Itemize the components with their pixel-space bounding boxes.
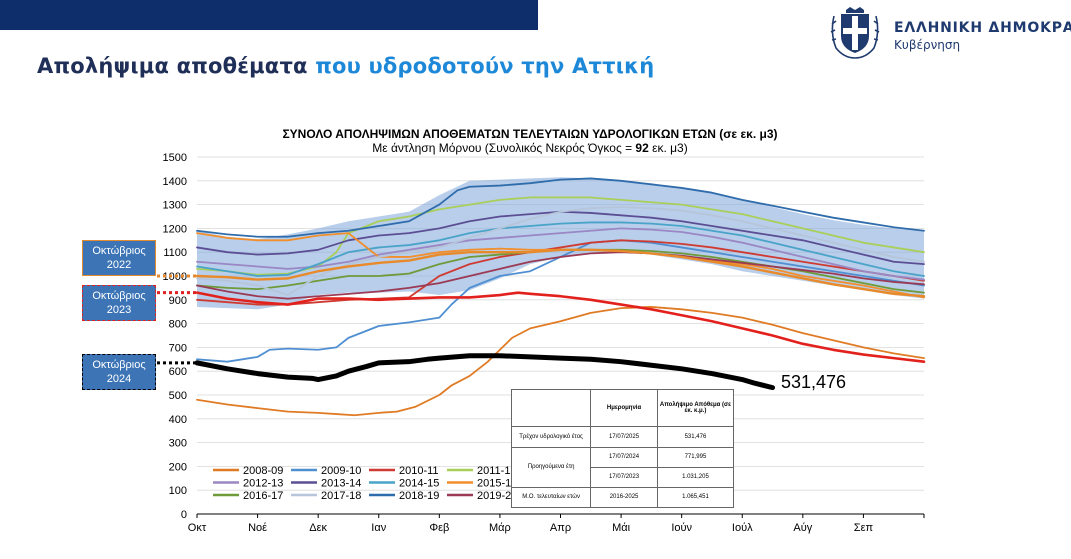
- legend-label-2013-14: 2013-14: [321, 478, 361, 490]
- october-2024-year: 2024: [106, 373, 132, 385]
- series-line-2024-25: [194, 353, 776, 391]
- page-title-part2: που υδροδοτούν την Αττική: [315, 54, 655, 78]
- table-cell-date: 2016-2025: [590, 486, 658, 509]
- october-2022-label: Οκτώβριος: [92, 245, 146, 257]
- legend-label-2009-10: 2009-10: [321, 465, 361, 477]
- legend-label-2017-18: 2017-18: [321, 490, 361, 502]
- chart-subtitle: Με άντληση Μόρνου (Συνολικός Νεκρός Όγκο…: [210, 141, 850, 155]
- series-line-2022-23: [195, 248, 926, 298]
- legend-label-2010-11: 2010-11: [399, 465, 439, 477]
- legend-label-2014-15: 2014-15: [399, 478, 439, 490]
- x-tick-label: Ιούν: [671, 522, 692, 534]
- top-banner: [0, 0, 538, 30]
- y-tick-label: 1000: [163, 271, 187, 283]
- y-tick-label: 0: [181, 509, 187, 521]
- table-header-value: Απολήψιμο Απόθεμα (σε εκ. κ.μ.): [656, 388, 735, 428]
- series-line-2019-20: [196, 251, 925, 300]
- y-tick-label: 700: [169, 342, 187, 354]
- series-line-2009-10: [196, 239, 925, 363]
- october-2022-year: 2022: [106, 259, 132, 271]
- table-row: 17/07/2023 1.031,205: [512, 466, 735, 488]
- summary-table: Ημερομηνία Απολήψιμο Απόθεμα (σε εκ. κ.μ…: [510, 388, 735, 509]
- chart-title: ΣΥΝΟΛΟ ΑΠΟΛΗΨΙΜΩΝ ΑΠΟΘΕΜΑΤΩΝ ΤΕΛΕΥΤΑΙΩΝ …: [282, 127, 778, 141]
- y-tick-label: 800: [169, 319, 187, 331]
- october-2023-year: 2023: [106, 304, 132, 316]
- legend-label-2018-19: 2018-19: [399, 490, 439, 502]
- october-2023-marker: Οκτώβριος 2023: [82, 285, 156, 321]
- table-cell-value: 771,995: [656, 446, 735, 468]
- y-tick-label: 1300: [163, 200, 187, 212]
- table-cell-value: 1.065,451: [656, 486, 735, 509]
- x-tick-label: Δεκ: [309, 522, 327, 534]
- series-line-2017-18: [196, 206, 925, 296]
- x-tick-label: Ιαν: [371, 522, 386, 534]
- x-tick-label: Σεπ: [854, 522, 874, 534]
- y-tick-label: 1400: [163, 176, 187, 188]
- legend-label-2008-09: 2008-09: [243, 465, 283, 477]
- table-header-row: Ημερομηνία Απολήψιμο Απόθεμα (σε εκ. κ.μ…: [510, 388, 735, 428]
- y-tick-label: 1200: [163, 223, 187, 235]
- table-header-date: Ημερομηνία: [590, 388, 658, 428]
- y-tick-label: 300: [169, 438, 187, 450]
- y-tick-label: 900: [169, 295, 187, 307]
- table-cell-date: 17/07/2023: [590, 466, 658, 488]
- x-tick-label: Οκτ: [188, 522, 207, 534]
- y-tick-label: 600: [169, 366, 187, 378]
- table-cell-value: 531,476: [656, 426, 735, 448]
- y-tick-label: 1500: [163, 152, 187, 164]
- table-cell-date: 17/07/2024: [590, 446, 658, 468]
- legend-label-2016-17: 2016-17: [243, 490, 283, 502]
- table-cell-label: Μ.Ο. τελευταίων ετών: [510, 486, 592, 509]
- table-row: Προηγούμενα έτη 17/07/2024 771,995: [510, 446, 735, 488]
- series-line-2014-15: [196, 221, 925, 277]
- current-value-label: 531,476: [781, 372, 847, 392]
- x-tick-label: Μάι: [612, 522, 631, 534]
- x-tick-label: Απρ: [550, 522, 571, 534]
- legend-label-2015-16: 2015-16: [477, 478, 517, 490]
- table-row: Τρέχον υδρολογικό έτος 17/07/2025 531,47…: [510, 426, 735, 448]
- x-tick-label: Μάρ: [489, 522, 511, 534]
- x-tick-label: Αύγ: [793, 522, 812, 534]
- y-tick-label: 1100: [163, 247, 187, 259]
- october-2024-marker: Οκτώβριος 2024: [82, 354, 156, 390]
- october-2024-label: Οκτώβριος: [92, 359, 146, 371]
- chart-subtitle-suffix: εκ. μ3): [648, 141, 688, 155]
- table-cell-date: 17/07/2025: [590, 426, 658, 448]
- table-cell-value: 1.031,205: [656, 466, 735, 488]
- government-subtitle: Κυβέρνηση: [894, 38, 961, 52]
- y-tick-label: 500: [169, 390, 187, 402]
- series-line-2008-09: [196, 306, 925, 417]
- y-tick-label: 100: [169, 485, 187, 497]
- chart-subtitle-value: 92: [635, 141, 649, 155]
- legend-label-2019-20: 2019-20: [477, 490, 517, 502]
- page-title-part1: Απολήψιμα αποθέματα: [37, 54, 308, 78]
- table-cell-label: Προηγούμενα έτη: [510, 446, 592, 488]
- table-cell-label: Τρέχον υδρολογικό έτος: [510, 426, 592, 448]
- government-logo: ΕΛΛΗΝΙΚΗ ΔΗΜΟΚΡΑΤΙΑ Κυβέρνηση: [826, 6, 1071, 60]
- chart-subtitle-prefix: Με άντληση Μόρνου (Συνολικός Νεκρός Όγκο…: [372, 141, 636, 155]
- y-tick-label: 400: [169, 414, 187, 426]
- page-title: Απολήψιμα αποθέματα που υδροδοτούν την Α…: [37, 54, 654, 78]
- table-header-blank: [510, 388, 592, 428]
- october-2023-label: Οκτώβριος: [92, 290, 146, 302]
- legend-label-2011-12: 2011-12: [477, 465, 517, 477]
- table-row: Μ.Ο. τελευταίων ετών 2016-2025 1.065,451: [510, 486, 735, 509]
- series-line-2018-19: [196, 177, 925, 238]
- series-line-2023-24: [195, 291, 926, 363]
- x-tick-label: Φεβ: [429, 522, 449, 534]
- legend-label-2012-13: 2012-13: [243, 478, 283, 490]
- x-tick-label: Ιούλ: [732, 522, 753, 534]
- y-tick-label: 200: [169, 461, 187, 473]
- x-tick-label: Νοέ: [248, 522, 267, 534]
- series-line-2011-12: [196, 196, 925, 276]
- government-name: ΕΛΛΗΝΙΚΗ ΔΗΜΟΚΡΑΤΙΑ: [894, 20, 1071, 36]
- greek-emblem-icon: [830, 7, 880, 59]
- october-2022-marker: Οκτώβριος 2022: [82, 240, 156, 276]
- series-line-2010-11: [196, 239, 925, 306]
- series-line-2012-13: [196, 227, 925, 281]
